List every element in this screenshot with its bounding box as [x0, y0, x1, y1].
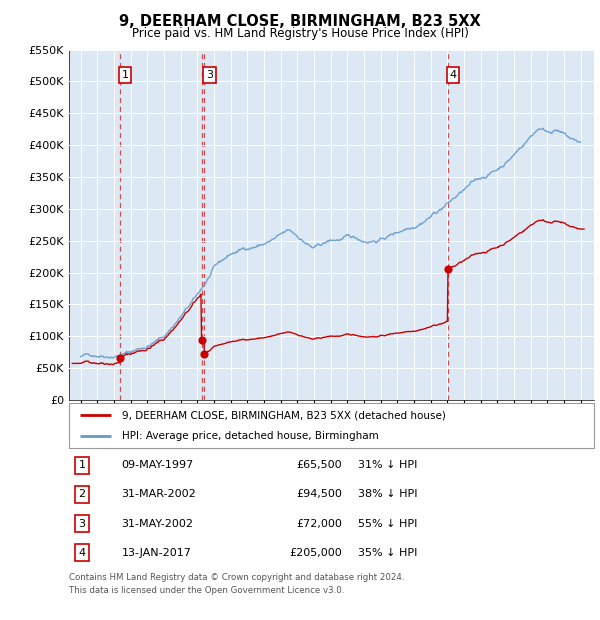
Text: 1: 1: [122, 70, 128, 80]
Text: £65,500: £65,500: [296, 460, 342, 471]
Text: 1: 1: [79, 460, 86, 471]
Text: 31% ↓ HPI: 31% ↓ HPI: [358, 460, 417, 471]
Text: 2: 2: [79, 489, 86, 500]
Text: 38% ↓ HPI: 38% ↓ HPI: [358, 489, 417, 500]
Text: £94,500: £94,500: [296, 489, 342, 500]
Text: Contains HM Land Registry data © Crown copyright and database right 2024.
This d: Contains HM Land Registry data © Crown c…: [69, 574, 404, 595]
Text: 3: 3: [206, 70, 213, 80]
Text: 13-JAN-2017: 13-JAN-2017: [121, 547, 191, 558]
Text: 31-MAY-2002: 31-MAY-2002: [121, 518, 193, 529]
Text: 9, DEERHAM CLOSE, BIRMINGHAM, B23 5XX: 9, DEERHAM CLOSE, BIRMINGHAM, B23 5XX: [119, 14, 481, 29]
Text: 9, DEERHAM CLOSE, BIRMINGHAM, B23 5XX (detached house): 9, DEERHAM CLOSE, BIRMINGHAM, B23 5XX (d…: [121, 410, 445, 420]
Point: [197, 335, 206, 345]
Text: Price paid vs. HM Land Registry's House Price Index (HPI): Price paid vs. HM Land Registry's House …: [131, 27, 469, 40]
Text: £205,000: £205,000: [289, 547, 342, 558]
Text: 3: 3: [79, 518, 86, 529]
Text: 09-MAY-1997: 09-MAY-1997: [121, 460, 194, 471]
Point: [443, 264, 452, 274]
FancyBboxPatch shape: [69, 403, 594, 448]
Text: HPI: Average price, detached house, Birmingham: HPI: Average price, detached house, Birm…: [121, 432, 378, 441]
Text: 55% ↓ HPI: 55% ↓ HPI: [358, 518, 417, 529]
Text: 31-MAR-2002: 31-MAR-2002: [121, 489, 196, 500]
Text: 35% ↓ HPI: 35% ↓ HPI: [358, 547, 417, 558]
Text: 4: 4: [79, 547, 86, 558]
Text: £72,000: £72,000: [296, 518, 342, 529]
Point: [199, 349, 209, 359]
Text: 4: 4: [449, 70, 457, 80]
Point: [115, 353, 125, 363]
